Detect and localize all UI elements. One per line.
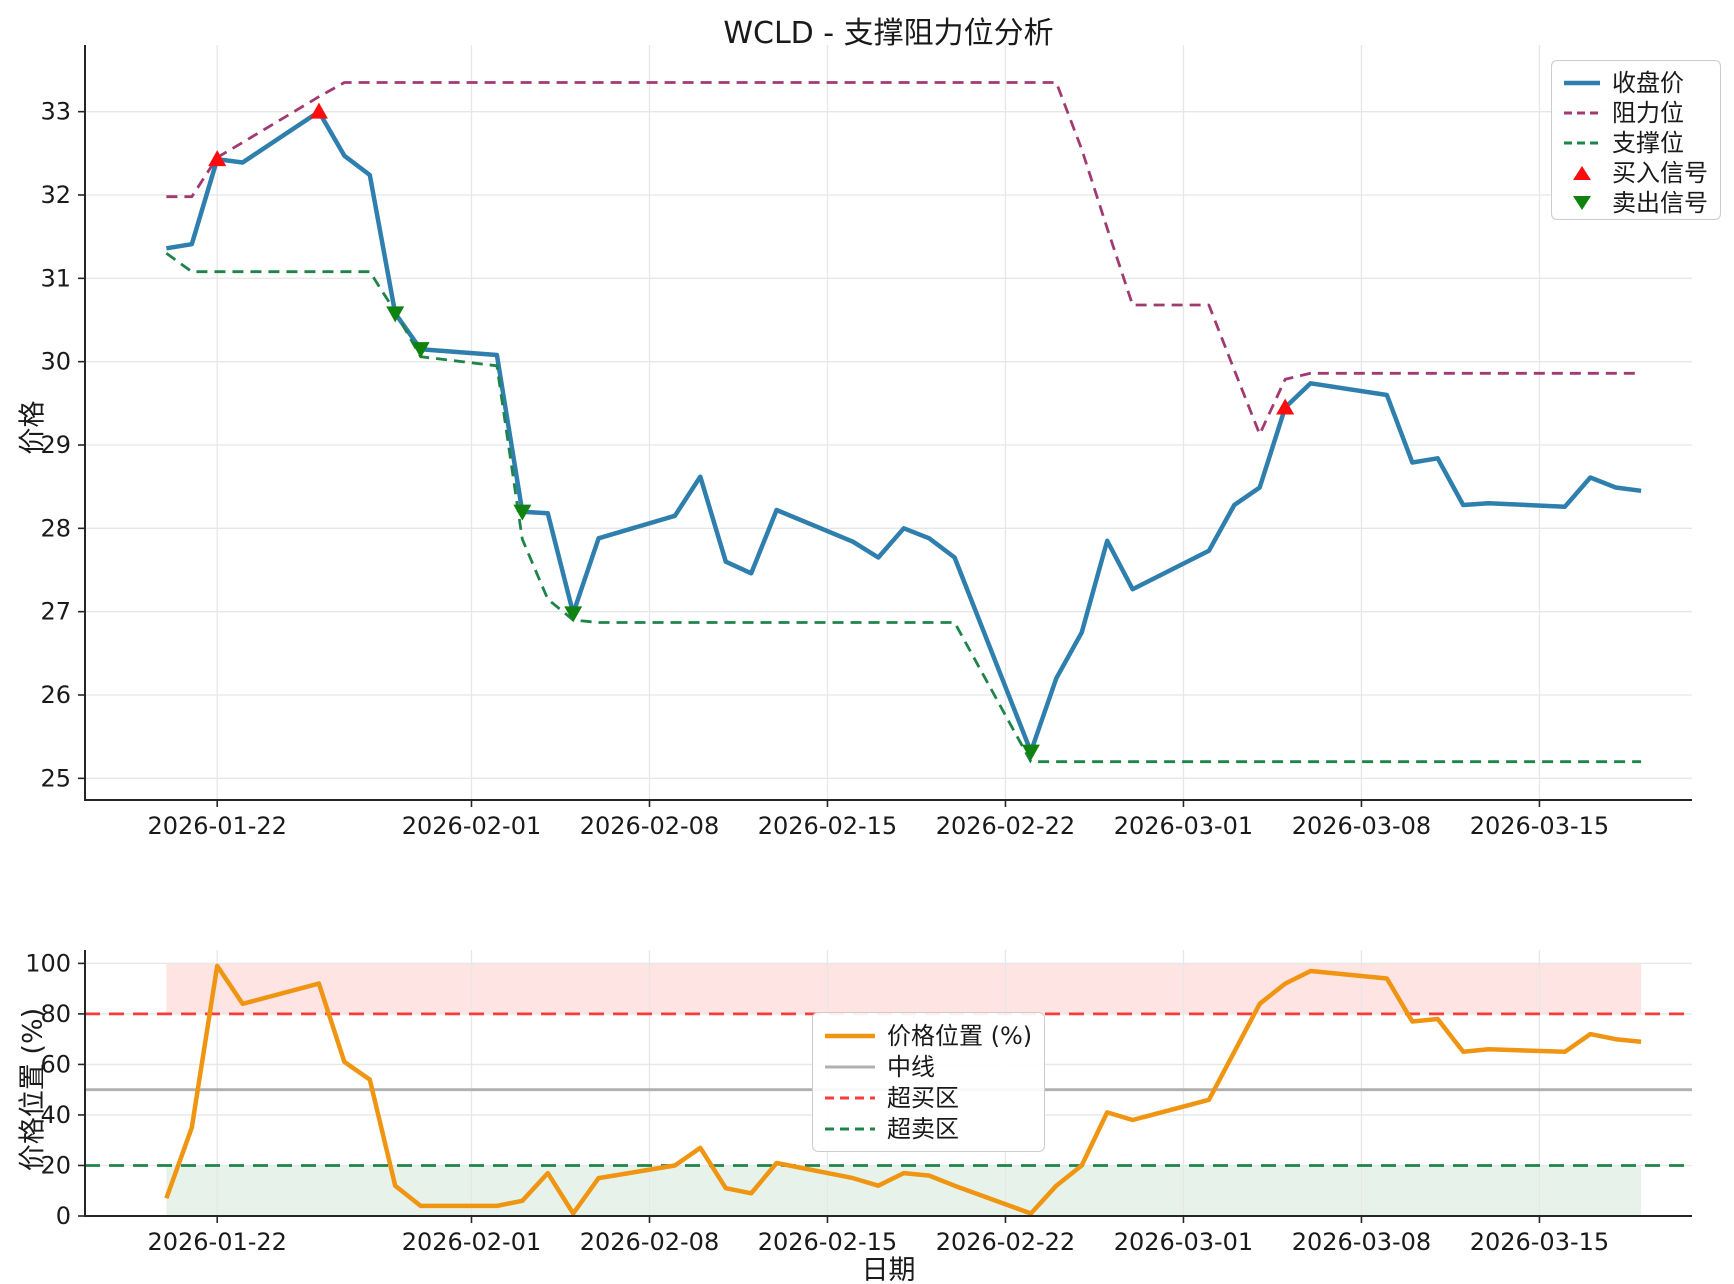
svg-text:0: 0: [56, 1202, 71, 1230]
legend-label: 阻力位: [1612, 99, 1684, 127]
buy-signal-marker: [309, 102, 328, 119]
svg-text:28: 28: [40, 514, 71, 542]
svg-text:2026-03-15: 2026-03-15: [1470, 1228, 1609, 1256]
svg-text:60: 60: [40, 1050, 71, 1078]
svg-text:100: 100: [25, 949, 71, 977]
legend-item-resistance: 阻力位: [1562, 98, 1708, 128]
position-chart-legend: 价格位置 (%) 中线 超买区 超卖区: [812, 1012, 1046, 1152]
svg-text:2026-02-08: 2026-02-08: [580, 1228, 719, 1256]
series-支撑位: [165, 252, 1642, 764]
position-axis-label: 价格位置 (%): [17, 1007, 49, 1172]
overbought-band: [166, 963, 1642, 1014]
legend-item-position: 价格位置 (%): [823, 1021, 1032, 1051]
spines-0: [84, 45, 1692, 801]
svg-text:2026-02-01: 2026-02-01: [402, 1228, 541, 1256]
chart-title: WCLD - 支撑阻力位分析: [723, 16, 1054, 51]
sell-signal-marker: [564, 606, 583, 623]
svg-text:27: 27: [40, 598, 71, 626]
support-line-swatch: [1564, 141, 1600, 145]
legend-item-close: 收盘价: [1562, 68, 1708, 98]
svg-text:2026-03-15: 2026-03-15: [1470, 812, 1609, 840]
buy-signal-marker: [208, 150, 227, 167]
price-axis-label: 价格: [17, 400, 49, 455]
svg-text:2026-03-08: 2026-03-08: [1292, 812, 1431, 840]
date-axis-label: 日期: [861, 1255, 916, 1284]
svg-text:2026-03-01: 2026-03-01: [1114, 1228, 1253, 1256]
tick-labels-1: 2026-01-22 2026-02-01 2026-02-08 2026-02-15…: [25, 949, 1609, 1256]
sell-signal-icon: [1573, 196, 1591, 210]
legend-label: 超买区: [887, 1083, 959, 1112]
svg-text:2026-02-01: 2026-02-01: [402, 812, 541, 840]
svg-text:32: 32: [40, 181, 71, 209]
legend-item-overbought: 超买区: [823, 1083, 1032, 1113]
svg-text:2026-02-22: 2026-02-22: [936, 1228, 1075, 1256]
legend-label: 支撑位: [1612, 129, 1684, 157]
legend-item-support: 支撑位: [1562, 128, 1708, 158]
ticks-1: [78, 962, 1541, 1223]
legend-item-buy: 买入信号: [1562, 158, 1708, 188]
svg-text:33: 33: [40, 98, 71, 126]
legend-label: 卖出信号: [1612, 189, 1708, 217]
svg-text:26: 26: [40, 681, 71, 709]
legend-label: 中线: [887, 1052, 935, 1081]
sell-signal-marker: [411, 342, 430, 359]
sell-signal-marker: [513, 504, 532, 521]
svg-text:2026-03-01: 2026-03-01: [1114, 812, 1253, 840]
grid-0: [85, 45, 1692, 800]
svg-text:2026-03-08: 2026-03-08: [1292, 1228, 1431, 1256]
spines-1: [84, 950, 1692, 1217]
legend-label: 买入信号: [1612, 159, 1708, 187]
resistance-line-swatch: [1564, 111, 1600, 115]
price-chart-legend: 收盘价 阻力位 支撑位 买入信号 卖出信号: [1551, 60, 1721, 220]
tick-labels-0: 2026-01-22 2026-02-01 2026-02-08 2026-02-15…: [40, 98, 1609, 840]
close-line-swatch: [1564, 80, 1600, 86]
svg-text:29: 29: [40, 431, 71, 459]
series-收盘价: [166, 109, 1642, 754]
svg-text:25: 25: [40, 764, 71, 792]
legend-item-oversold: 超卖区: [823, 1114, 1032, 1144]
buy-signal-icon: [1573, 166, 1591, 180]
sell-signal-marker: [386, 306, 405, 323]
svg-text:2026-01-22: 2026-01-22: [147, 812, 286, 840]
ticks-0: [78, 110, 1541, 807]
overbought-line-swatch: [825, 1096, 875, 1099]
svg-text:40: 40: [40, 1101, 71, 1129]
series-价格位置 (%): [164, 963, 1642, 1216]
legend-label: 收盘价: [1612, 69, 1684, 97]
svg-text:2026-01-22: 2026-01-22: [147, 1228, 286, 1256]
svg-text:30: 30: [40, 348, 71, 376]
position-line-swatch: [825, 1033, 875, 1038]
series-阻力位: [166, 81, 1642, 436]
svg-text:2026-02-15: 2026-02-15: [758, 1228, 897, 1256]
buy-signal-marker: [1276, 398, 1295, 415]
legend-item-sell: 卖出信号: [1562, 188, 1708, 218]
svg-text:2026-02-08: 2026-02-08: [580, 812, 719, 840]
svg-text:2026-02-15: 2026-02-15: [758, 812, 897, 840]
midline-swatch: [825, 1065, 875, 1068]
svg-text:20: 20: [40, 1151, 71, 1179]
oversold-line-swatch: [825, 1127, 875, 1130]
sell-signal-marker: [1021, 744, 1040, 761]
legend-item-midline: 中线: [823, 1052, 1032, 1082]
legend-label: 价格位置 (%): [887, 1021, 1033, 1050]
svg-text:2026-02-22: 2026-02-22: [936, 812, 1075, 840]
svg-text:80: 80: [40, 1000, 71, 1028]
svg-text:31: 31: [40, 264, 71, 292]
legend-label: 超卖区: [887, 1114, 959, 1143]
